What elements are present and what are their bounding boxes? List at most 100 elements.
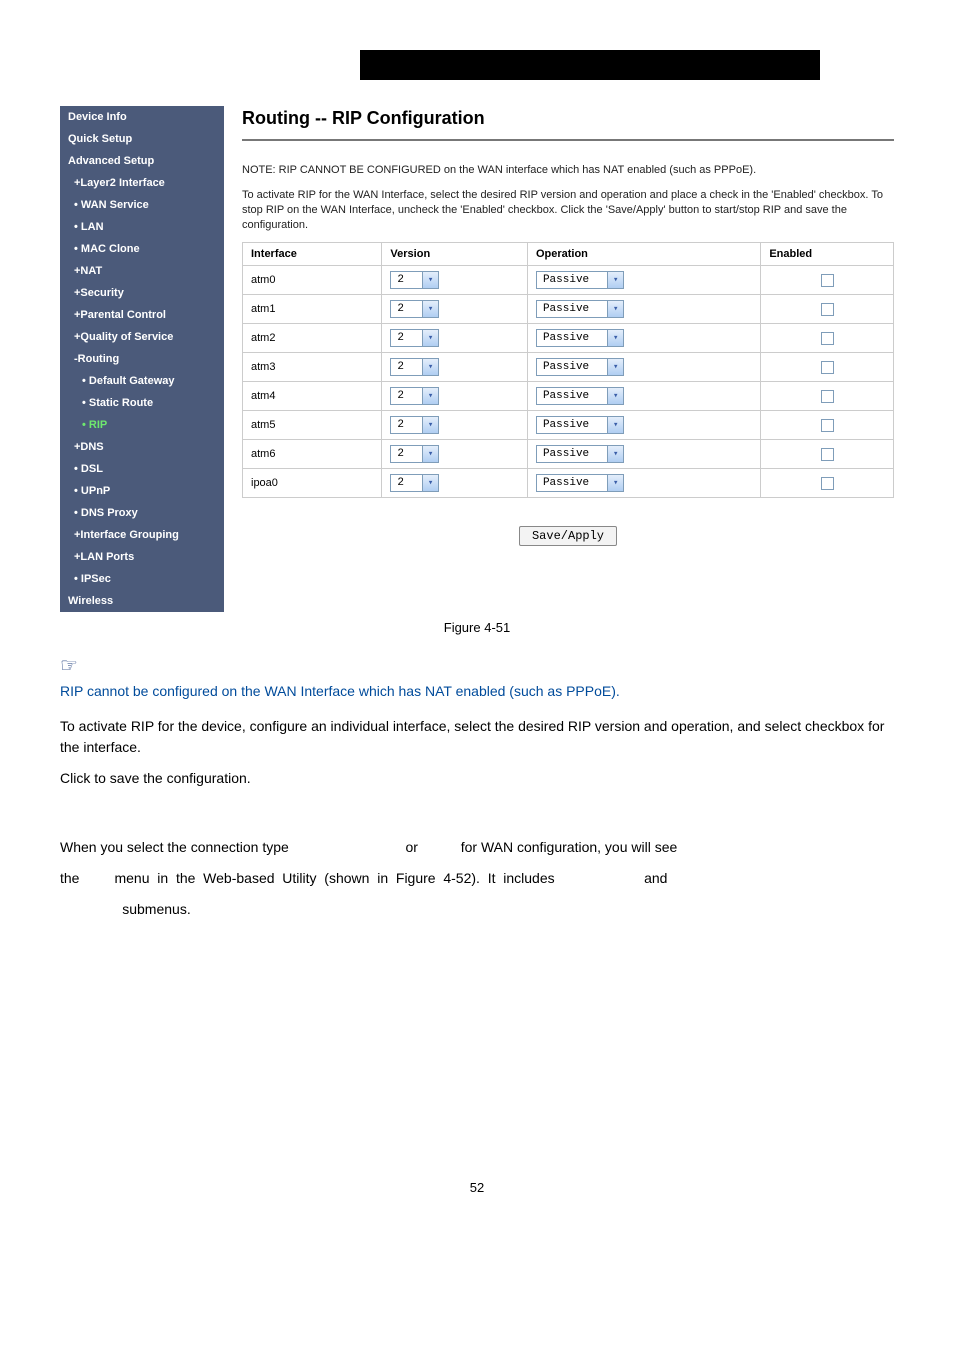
table-row: ipoa02▾Passive▾ bbox=[243, 469, 894, 498]
chevron-down-icon: ▾ bbox=[607, 272, 623, 288]
cell-interface: atm5 bbox=[243, 411, 382, 440]
cell-version: 2▾ bbox=[382, 324, 528, 353]
cell-operation: Passive▾ bbox=[527, 411, 760, 440]
sidebar-item--ipsec[interactable]: • IPSec bbox=[60, 568, 224, 590]
cell-version: 2▾ bbox=[382, 469, 528, 498]
enabled-checkbox[interactable] bbox=[821, 332, 834, 345]
save-apply-button[interactable]: Save/Apply bbox=[519, 526, 617, 546]
operation-select[interactable]: Passive▾ bbox=[536, 474, 624, 492]
col-enabled: Enabled bbox=[761, 243, 894, 266]
cell-enabled bbox=[761, 266, 894, 295]
operation-select[interactable]: Passive▾ bbox=[536, 445, 624, 463]
enabled-checkbox[interactable] bbox=[821, 390, 834, 403]
sidebar-item--nat[interactable]: +NAT bbox=[60, 260, 224, 282]
version-select[interactable]: 2▾ bbox=[390, 387, 439, 405]
chevron-down-icon: ▾ bbox=[422, 359, 438, 375]
sidebar-item--mac-clone[interactable]: • MAC Clone bbox=[60, 238, 224, 260]
cell-operation: Passive▾ bbox=[527, 440, 760, 469]
chevron-down-icon: ▾ bbox=[607, 388, 623, 404]
cell-enabled bbox=[761, 469, 894, 498]
chevron-down-icon: ▾ bbox=[422, 417, 438, 433]
page-title: Routing -- RIP Configuration bbox=[242, 108, 894, 129]
cell-interface: atm1 bbox=[243, 295, 382, 324]
version-select[interactable]: 2▾ bbox=[390, 358, 439, 376]
sidebar-item--lan-ports[interactable]: +LAN Ports bbox=[60, 546, 224, 568]
operation-select[interactable]: Passive▾ bbox=[536, 329, 624, 347]
chevron-down-icon: ▾ bbox=[422, 330, 438, 346]
cell-version: 2▾ bbox=[382, 295, 528, 324]
cell-operation: Passive▾ bbox=[527, 382, 760, 411]
sidebar-item--rip[interactable]: • RIP bbox=[60, 414, 224, 436]
cell-operation: Passive▾ bbox=[527, 324, 760, 353]
version-select[interactable]: 2▾ bbox=[390, 416, 439, 434]
col-operation: Operation bbox=[527, 243, 760, 266]
title-rule bbox=[242, 139, 894, 141]
col-interface: Interface bbox=[243, 243, 382, 266]
version-select[interactable]: 2▾ bbox=[390, 474, 439, 492]
version-select[interactable]: 2▾ bbox=[390, 329, 439, 347]
doc-para-2: Click to save the configuration. bbox=[60, 768, 894, 789]
chevron-down-icon: ▾ bbox=[422, 388, 438, 404]
enabled-checkbox[interactable] bbox=[821, 274, 834, 287]
chevron-down-icon: ▾ bbox=[607, 417, 623, 433]
table-row: atm2 2▾ Passive▾ bbox=[243, 324, 894, 353]
operation-select[interactable]: Passive▾ bbox=[536, 387, 624, 405]
sidebar-item--upnp[interactable]: • UPnP bbox=[60, 480, 224, 502]
enabled-checkbox[interactable] bbox=[821, 448, 834, 461]
sidebar-item--dsl[interactable]: • DSL bbox=[60, 458, 224, 480]
sidebar-item--quality-of-service[interactable]: +Quality of Service bbox=[60, 326, 224, 348]
enabled-checkbox[interactable] bbox=[821, 419, 834, 432]
sidebar-item-device-info[interactable]: Device Info bbox=[60, 106, 224, 128]
cell-enabled bbox=[761, 324, 894, 353]
doc-para-3c: submenus. bbox=[60, 899, 894, 920]
sidebar-item--interface-grouping[interactable]: +Interface Grouping bbox=[60, 524, 224, 546]
cell-version: 2▾ bbox=[382, 353, 528, 382]
table-row: atm0 2▾ Passive▾ bbox=[243, 266, 894, 295]
note-line-1: NOTE: RIP CANNOT BE CONFIGURED on the WA… bbox=[242, 163, 894, 178]
operation-select[interactable]: Passive▾ bbox=[536, 416, 624, 434]
sidebar-item-advanced-setup[interactable]: Advanced Setup bbox=[60, 150, 224, 172]
operation-select[interactable]: Passive▾ bbox=[536, 358, 624, 376]
cell-operation: Passive▾ bbox=[527, 295, 760, 324]
sidebar-item--lan[interactable]: • LAN bbox=[60, 216, 224, 238]
sidebar-item--dns-proxy[interactable]: • DNS Proxy bbox=[60, 502, 224, 524]
cell-enabled bbox=[761, 295, 894, 324]
doc-para-1: To activate RIP for the device, configur… bbox=[60, 716, 894, 758]
chevron-down-icon: ▾ bbox=[607, 359, 623, 375]
content-pane: Routing -- RIP Configuration NOTE: RIP C… bbox=[242, 106, 894, 612]
enabled-checkbox[interactable] bbox=[821, 361, 834, 374]
chevron-down-icon: ▾ bbox=[422, 475, 438, 491]
enabled-checkbox[interactable] bbox=[821, 477, 834, 490]
sidebar-item--security[interactable]: +Security bbox=[60, 282, 224, 304]
sidebar-item-quick-setup[interactable]: Quick Setup bbox=[60, 128, 224, 150]
table-row: atm1 2▾ Passive▾ bbox=[243, 295, 894, 324]
sidebar-item-wireless[interactable]: Wireless bbox=[60, 590, 224, 612]
cell-interface: atm2 bbox=[243, 324, 382, 353]
sidebar-item--layer2-interface[interactable]: +Layer2 Interface bbox=[60, 172, 224, 194]
sidebar-item--wan-service[interactable]: • WAN Service bbox=[60, 194, 224, 216]
operation-select[interactable]: Passive▾ bbox=[536, 300, 624, 318]
sidebar-item--parental-control[interactable]: +Parental Control bbox=[60, 304, 224, 326]
version-select[interactable]: 2▾ bbox=[390, 271, 439, 289]
operation-select[interactable]: Passive▾ bbox=[536, 271, 624, 289]
enabled-checkbox[interactable] bbox=[821, 303, 834, 316]
doc-para-3a: When you select the connection type or f… bbox=[60, 837, 894, 858]
sidebar-item--dns[interactable]: +DNS bbox=[60, 436, 224, 458]
note-line-2: To activate RIP for the WAN Interface, s… bbox=[242, 188, 894, 233]
cell-interface: atm0 bbox=[243, 266, 382, 295]
sidebar-item--routing[interactable]: -Routing bbox=[60, 348, 224, 370]
sidebar-item--static-route[interactable]: • Static Route bbox=[60, 392, 224, 414]
sidebar-nav: Device InfoQuick SetupAdvanced Setup+Lay… bbox=[60, 106, 224, 612]
cell-interface: atm6 bbox=[243, 440, 382, 469]
sidebar-item--default-gateway[interactable]: • Default Gateway bbox=[60, 370, 224, 392]
cell-enabled bbox=[761, 440, 894, 469]
version-select[interactable]: 2▾ bbox=[390, 445, 439, 463]
cell-operation: Passive▾ bbox=[527, 469, 760, 498]
cell-version: 2▾ bbox=[382, 411, 528, 440]
figure-caption: Figure 4-51 bbox=[60, 620, 894, 635]
version-select[interactable]: 2▾ bbox=[390, 300, 439, 318]
cell-version: 2▾ bbox=[382, 266, 528, 295]
doc-blue-note: RIP cannot be configured on the WAN Inte… bbox=[60, 682, 894, 702]
chevron-down-icon: ▾ bbox=[607, 301, 623, 317]
hand-pointer-icon: ☞ bbox=[60, 653, 894, 678]
